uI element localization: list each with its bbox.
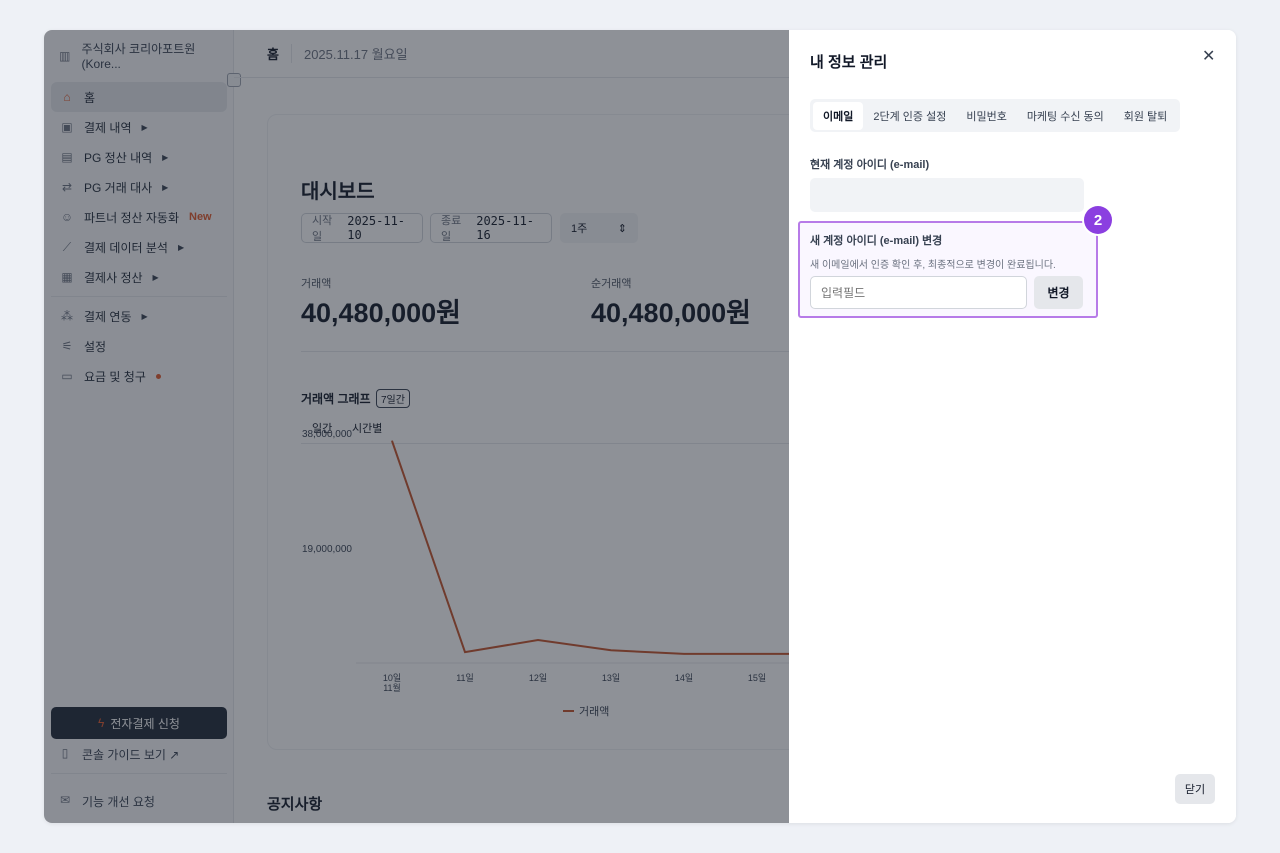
change-button[interactable]: 변경	[1034, 276, 1083, 309]
tab-marketing[interactable]: 마케팅 수신 동의	[1026, 110, 1104, 123]
tab-password[interactable]: 비밀번호	[966, 110, 1007, 123]
new-email-section: 새 계정 아이디 (e-mail) 변경 새 이메일에서 인증 확인 후, 최종…	[798, 221, 1098, 318]
tab-email[interactable]: 이메일	[813, 101, 864, 130]
tab-withdraw[interactable]: 회원 탈퇴	[1123, 110, 1168, 123]
new-email-label: 새 계정 아이디 (e-mail) 변경	[810, 235, 943, 247]
new-email-input[interactable]	[810, 276, 1027, 309]
tab-2fa[interactable]: 2단계 인증 설정	[873, 110, 947, 123]
my-info-panel: 내 정보 관리 ✕ 이메일 2단계 인증 설정 비밀번호 마케팅 수신 동의 회…	[789, 30, 1236, 823]
new-email-help: 새 이메일에서 인증 확인 후, 최종적으로 변경이 완료됩니다.	[810, 260, 1056, 271]
current-email-label: 현재 계정 아이디 (e-mail)	[810, 159, 930, 171]
close-button[interactable]: 닫기	[1175, 774, 1215, 804]
panel-title: 내 정보 관리	[810, 54, 888, 71]
background-page: ▥주식회사 코리아포트원 (Kore... ⌂홈▣결제 내역▶▤PG 정산 내역…	[44, 30, 789, 823]
app-window: ▥주식회사 코리아포트원 (Kore... ⌂홈▣결제 내역▶▤PG 정산 내역…	[44, 30, 1236, 823]
close-icon[interactable]: ✕	[1202, 48, 1216, 65]
modal-backdrop[interactable]	[44, 30, 789, 823]
panel-tabs: 이메일 2단계 인증 설정 비밀번호 마케팅 수신 동의 회원 탈퇴	[810, 99, 1181, 132]
step-badge: 2	[1084, 206, 1112, 234]
current-email-field	[810, 178, 1084, 212]
